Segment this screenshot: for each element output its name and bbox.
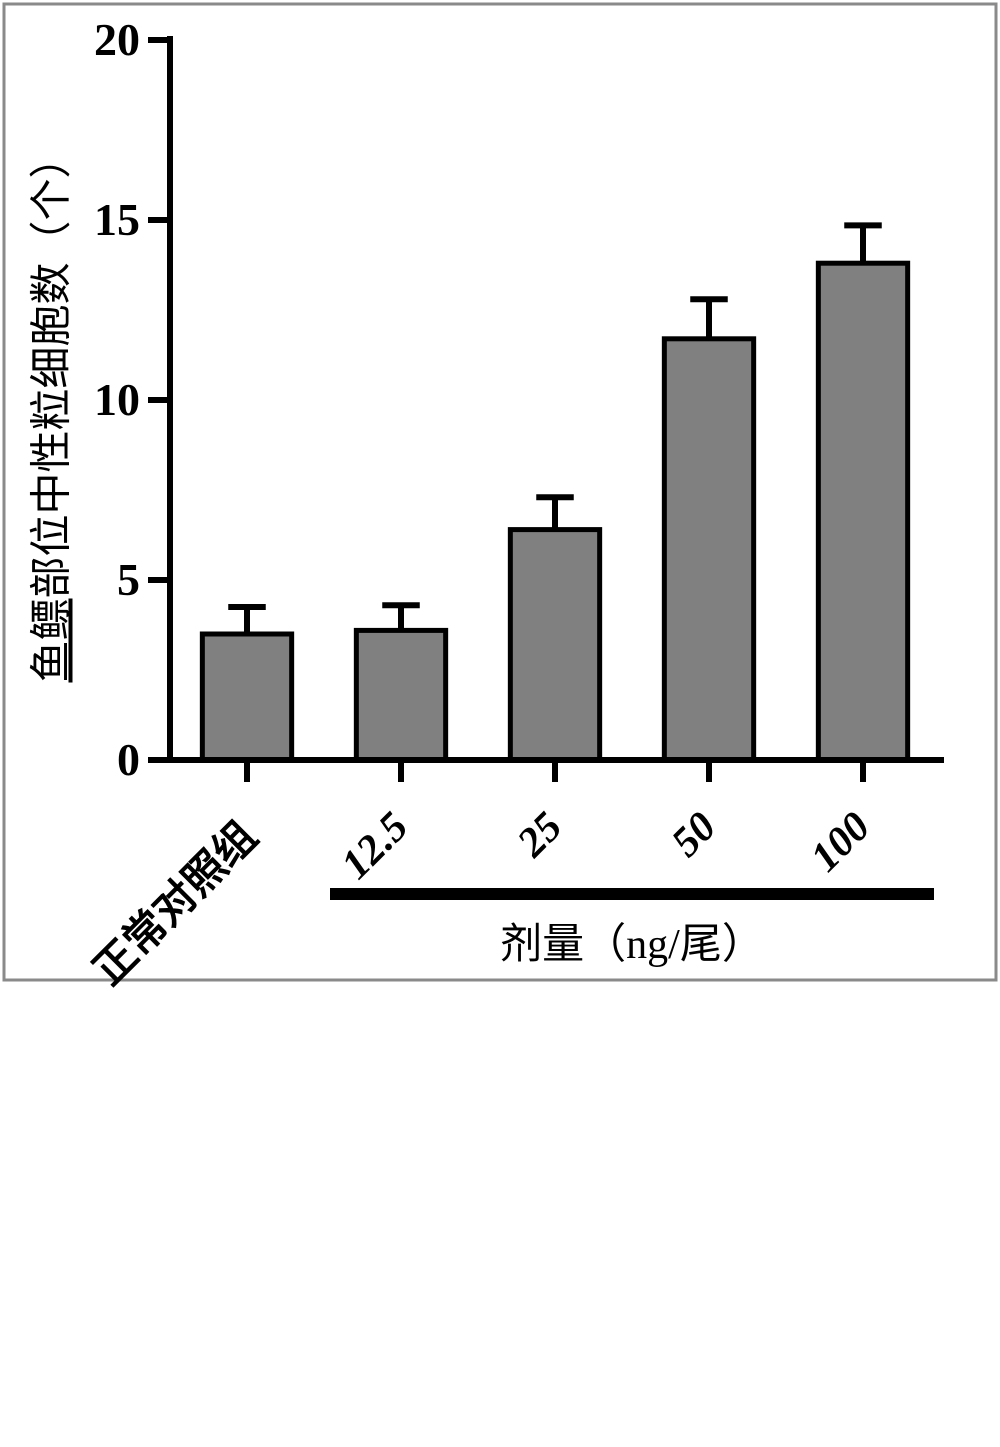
- y-tick-label: 10: [94, 373, 140, 426]
- y-tick-label: 20: [94, 13, 140, 66]
- y-axis-label: 鱼鳔部位中性粒细胞数（个）: [18, 60, 79, 760]
- y-tick-label: 15: [94, 193, 140, 246]
- y-tick-label: 5: [117, 553, 140, 606]
- bar-chart: 鱼鳔部位中性粒细胞数（个） 剂量（ng/尾） 05101520正常对照组12.5…: [0, 0, 1000, 984]
- y-tick-label: 0: [117, 733, 140, 786]
